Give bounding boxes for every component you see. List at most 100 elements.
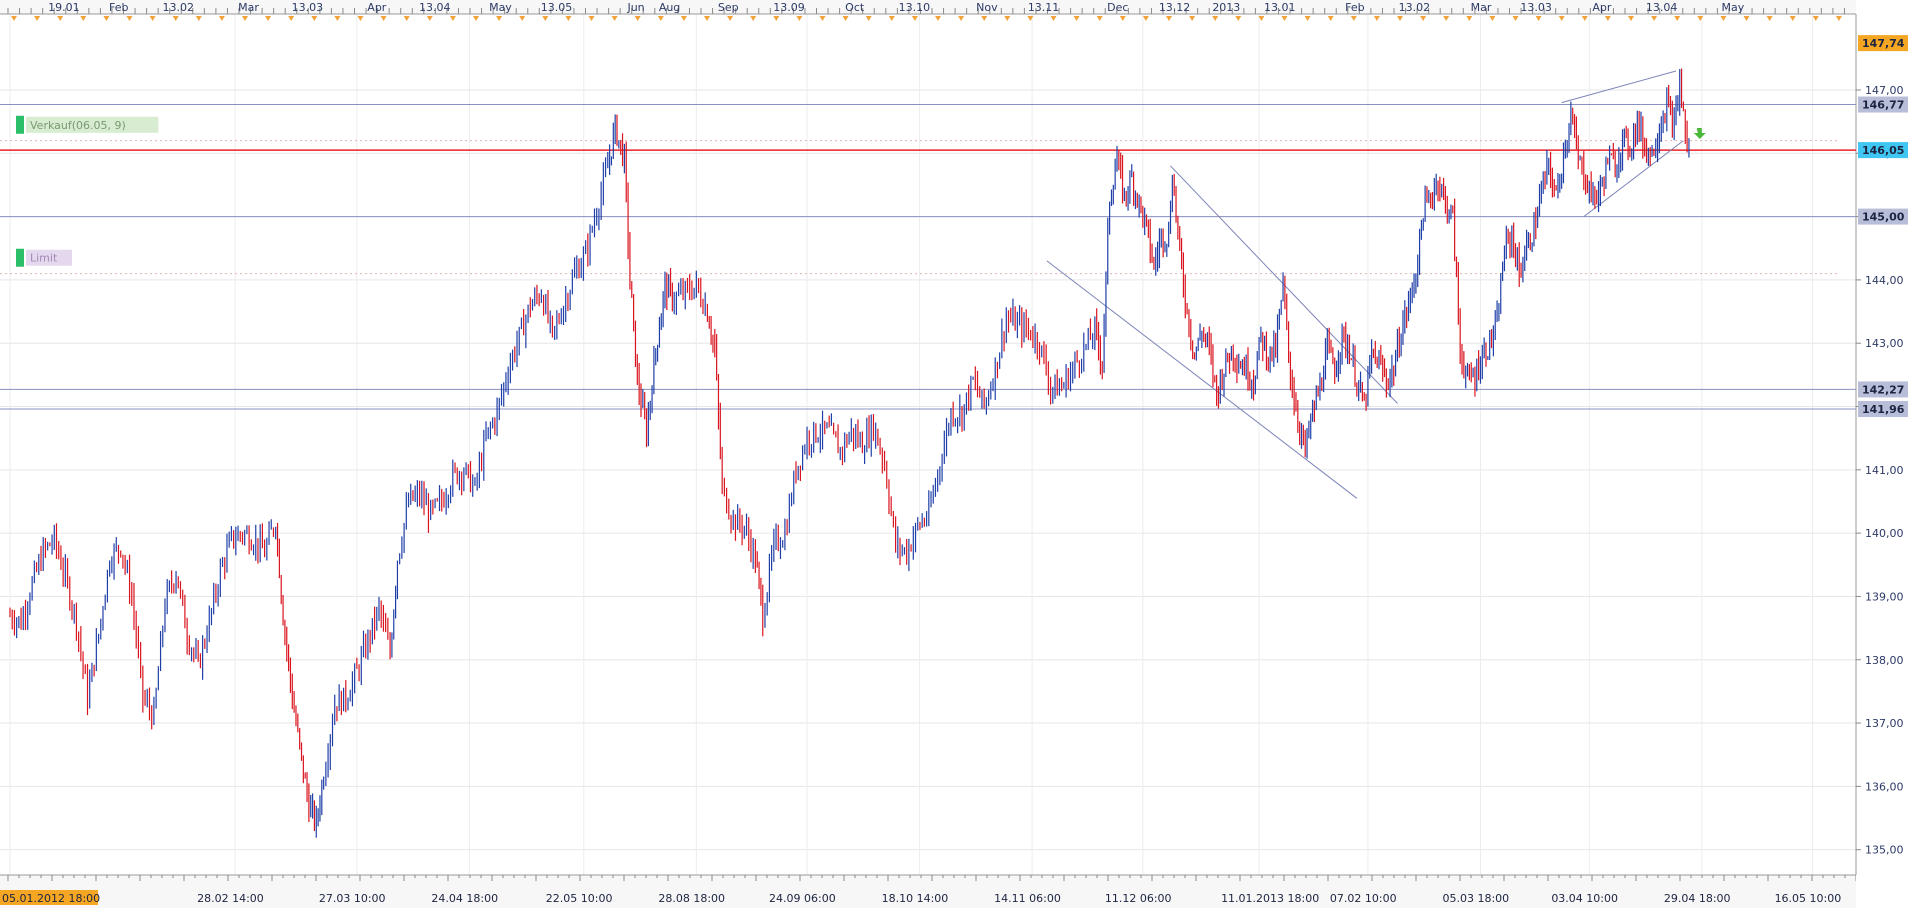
trend-line[interactable] xyxy=(1046,260,1358,499)
level-badge xyxy=(1858,401,1908,418)
session-marker-icon xyxy=(1697,16,1704,21)
plot-area[interactable] xyxy=(0,14,1856,875)
session-marker-icon xyxy=(1835,16,1842,21)
session-marker-icon xyxy=(611,16,618,21)
price-axis xyxy=(1856,0,1908,908)
price-axis-label: 135,00 xyxy=(1865,844,1904,857)
level-badge xyxy=(1858,381,1908,398)
session-marker-icon xyxy=(1558,16,1565,21)
top-axis-label: 13.10 xyxy=(899,1,931,14)
session-marker-icon xyxy=(1443,16,1450,21)
session-marker-icon xyxy=(1073,16,1080,21)
price-axis-label: 140,00 xyxy=(1865,527,1904,540)
session-marker-icon xyxy=(657,16,664,21)
price-axis-label: 143,00 xyxy=(1865,337,1904,350)
top-axis-label: Dec xyxy=(1107,1,1128,14)
bottom-axis-label: 22.05 10:00 xyxy=(546,892,613,905)
top-axis-label: 13.01 xyxy=(1264,1,1296,14)
top-axis-label: 13.03 xyxy=(1520,1,1552,14)
level-badge-label: 146,77 xyxy=(1862,99,1904,112)
session-marker-icon xyxy=(1119,16,1126,21)
session-marker-icon xyxy=(1581,16,1588,21)
session-marker-icon xyxy=(519,16,526,21)
level-badge xyxy=(1858,142,1908,159)
top-axis-label: Nov xyxy=(976,1,998,14)
order-label-text: Verkauf(06.05, 9) xyxy=(30,119,126,132)
session-marker-icon xyxy=(1489,16,1496,21)
top-time-axis xyxy=(0,0,1856,14)
session-marker-icon xyxy=(1397,16,1403,21)
session-marker-icon xyxy=(911,16,918,21)
top-axis-label: Jun xyxy=(626,1,644,14)
top-axis-label: 13.11 xyxy=(1028,1,1060,14)
session-marker-icon xyxy=(680,16,687,21)
trend-line[interactable] xyxy=(1561,70,1677,104)
order-marker xyxy=(16,115,24,134)
top-axis-label: Aug xyxy=(659,1,680,14)
top-axis-label: Sep xyxy=(718,1,739,14)
top-axis-label: May xyxy=(489,1,512,14)
session-marker-icon xyxy=(426,16,433,21)
price-axis-label: 136,00 xyxy=(1865,780,1904,793)
level-badge-label: 147,74 xyxy=(1862,37,1905,50)
session-marker-icon xyxy=(542,16,549,21)
order-marker xyxy=(16,248,24,267)
session-marker-icon xyxy=(1142,16,1149,21)
session-marker-icon xyxy=(842,16,849,21)
order-label-box[interactable] xyxy=(26,116,159,133)
session-marker-icon xyxy=(773,16,780,21)
session-marker-icon xyxy=(1651,16,1658,21)
bottom-axis-label: 16.05 10:00 xyxy=(1775,892,1842,905)
bottom-axis-label: 11.12 06:00 xyxy=(1105,892,1172,905)
session-marker-icon xyxy=(958,16,965,21)
bottom-axis-label: 24.09 06:00 xyxy=(769,892,836,905)
current-date-badge xyxy=(0,890,98,905)
session-marker-icon xyxy=(265,16,272,21)
top-axis-label: 19.01 xyxy=(48,1,80,14)
session-marker-icon xyxy=(1027,16,1034,21)
bottom-axis-label: 05.03 18:00 xyxy=(1442,892,1509,905)
session-marker-icon xyxy=(149,16,156,21)
level-badge-label: 146,05 xyxy=(1862,144,1904,157)
session-marker-icon xyxy=(126,16,133,21)
bottom-axis-label: 28.08 18:00 xyxy=(658,892,725,905)
top-axis-label: 13.03 xyxy=(292,1,324,14)
top-axis-label: May xyxy=(1722,1,1745,14)
top-axis-label: 13.02 xyxy=(163,1,195,14)
session-marker-icon xyxy=(981,16,988,21)
level-badge-label: 145,00 xyxy=(1862,211,1905,224)
bottom-axis-label: 07.02 10:00 xyxy=(1330,892,1397,905)
price-axis-label: 144,00 xyxy=(1865,274,1904,287)
session-marker-icon xyxy=(1628,16,1634,21)
session-marker-icon xyxy=(11,16,17,21)
top-axis-label: 13.05 xyxy=(541,1,573,14)
session-marker-icon xyxy=(195,16,202,21)
session-marker-icon xyxy=(1743,16,1750,21)
top-axis-label: Mar xyxy=(1471,1,1492,14)
session-marker-icon xyxy=(634,16,641,21)
session-marker-icon xyxy=(588,16,595,21)
session-marker-icon xyxy=(704,16,710,21)
session-marker-icon xyxy=(865,16,872,21)
top-axis-label: 13.04 xyxy=(1646,1,1678,14)
order-label-box[interactable] xyxy=(26,249,72,266)
session-marker-icon xyxy=(334,16,341,21)
session-marker-icon xyxy=(1189,16,1196,21)
top-axis-label: 13.09 xyxy=(773,1,805,14)
session-marker-icon xyxy=(1096,16,1103,21)
level-badge xyxy=(1858,96,1908,113)
top-axis-label: Feb xyxy=(1345,1,1364,14)
session-marker-icon xyxy=(1327,16,1334,21)
trend-line[interactable] xyxy=(1170,165,1398,404)
session-marker-icon xyxy=(1373,16,1380,21)
session-marker-icon xyxy=(1766,16,1773,21)
session-marker-icon xyxy=(1720,16,1727,21)
bottom-time-axis xyxy=(0,875,1856,908)
session-marker-icon xyxy=(1789,16,1796,21)
price-axis-label: 137,00 xyxy=(1865,717,1904,730)
top-axis-label: Apr xyxy=(367,1,387,14)
session-marker-icon xyxy=(1420,16,1427,21)
session-marker-icon xyxy=(1235,16,1242,21)
